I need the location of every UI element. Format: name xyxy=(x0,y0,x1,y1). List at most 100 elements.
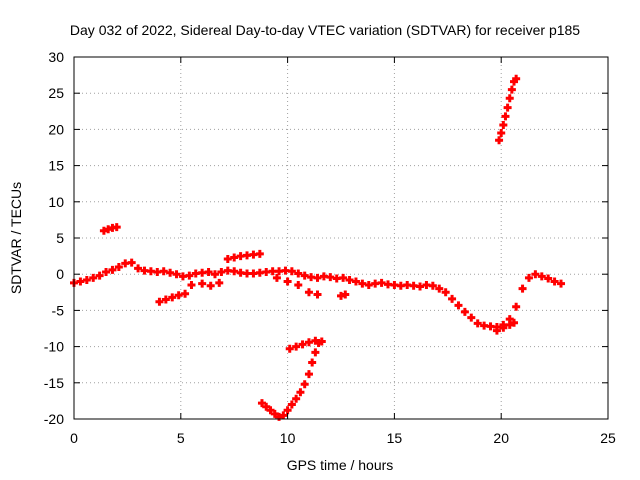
data-point xyxy=(114,262,123,271)
data-point xyxy=(294,281,303,290)
x-tick-label: 25 xyxy=(600,430,616,446)
data-point xyxy=(181,289,190,298)
y-axis-label: SDTVAR / TECUs xyxy=(8,182,24,294)
data-point xyxy=(467,313,476,322)
data-point xyxy=(454,301,463,310)
data-point xyxy=(351,277,360,286)
data-point xyxy=(168,293,177,302)
y-tick-label: 20 xyxy=(48,121,64,137)
data-point xyxy=(257,399,266,408)
data-point xyxy=(497,129,506,138)
y-tick-label: 30 xyxy=(48,49,64,65)
data-point xyxy=(505,94,514,103)
data-point xyxy=(185,271,194,280)
data-point xyxy=(172,270,181,279)
y-tick-label: 5 xyxy=(56,230,64,246)
data-point xyxy=(204,268,213,277)
data-point xyxy=(300,380,309,389)
data-point xyxy=(296,388,305,397)
data-point xyxy=(339,273,348,282)
y-tick-label: 10 xyxy=(48,194,64,210)
data-point xyxy=(272,273,281,282)
data-point xyxy=(287,267,296,276)
data-point xyxy=(557,279,566,288)
data-point xyxy=(283,277,292,286)
data-point xyxy=(155,297,164,306)
y-tick-label: -5 xyxy=(52,302,65,318)
data-point xyxy=(435,284,444,293)
y-tick-label: -20 xyxy=(44,411,64,427)
x-tick-label: 10 xyxy=(280,430,296,446)
data-point xyxy=(304,370,313,379)
data-point xyxy=(311,348,320,357)
data-point xyxy=(112,223,121,232)
x-tick-label: 20 xyxy=(493,430,509,446)
data-point xyxy=(341,290,350,299)
data-point xyxy=(95,271,104,280)
data-point xyxy=(550,277,559,286)
data-point xyxy=(102,268,111,277)
data-point xyxy=(313,290,322,299)
y-tick-label: -10 xyxy=(44,339,64,355)
data-point xyxy=(531,270,540,279)
data-point xyxy=(215,278,224,287)
data-point xyxy=(524,273,533,282)
y-tick-label: 0 xyxy=(56,266,64,282)
data-point xyxy=(501,112,510,121)
data-point xyxy=(460,307,469,316)
data-point xyxy=(187,281,196,290)
data-point xyxy=(512,74,521,83)
data-points xyxy=(70,74,566,421)
data-point xyxy=(507,85,516,94)
data-point xyxy=(505,320,514,329)
data-point xyxy=(89,273,98,282)
x-tick-label: 0 xyxy=(70,430,78,446)
data-point xyxy=(510,318,519,327)
data-point xyxy=(499,121,508,130)
data-point xyxy=(266,406,275,415)
data-point xyxy=(499,323,508,332)
data-point xyxy=(279,411,288,420)
data-point xyxy=(441,288,450,297)
data-point xyxy=(317,337,326,346)
data-point xyxy=(298,340,307,349)
data-point xyxy=(292,394,301,403)
data-point xyxy=(518,284,527,293)
data-point xyxy=(448,294,457,303)
data-point xyxy=(503,103,512,112)
y-tick-label: -15 xyxy=(44,375,64,391)
gridlines xyxy=(74,57,608,419)
y-tick-label: 15 xyxy=(48,158,64,174)
data-point xyxy=(270,409,279,418)
data-point xyxy=(262,402,271,411)
data-point xyxy=(492,326,501,335)
data-point xyxy=(308,358,317,367)
x-tick-label: 15 xyxy=(387,430,403,446)
data-point xyxy=(304,288,313,297)
data-point xyxy=(428,281,437,290)
data-point xyxy=(287,400,296,409)
data-point xyxy=(255,249,264,258)
chart-title: Day 032 of 2022, Sidereal Day-to-day VTE… xyxy=(70,22,580,38)
data-point xyxy=(512,302,521,311)
data-point xyxy=(161,295,170,304)
data-point xyxy=(108,265,117,274)
data-point xyxy=(544,274,553,283)
y-tick-label: 25 xyxy=(48,85,64,101)
data-point xyxy=(294,269,303,278)
data-point xyxy=(495,136,504,145)
data-point xyxy=(473,319,482,328)
data-point xyxy=(285,344,294,353)
data-point xyxy=(127,258,136,267)
axis-ticks: 0 5 10 15 20 25 -20 -15 -10 -5 0 5 10 15 20 25 30 xyxy=(44,49,616,446)
data-point xyxy=(283,406,292,415)
data-point xyxy=(206,281,215,290)
x-tick-label: 5 xyxy=(177,430,185,446)
data-point xyxy=(292,342,301,351)
data-point xyxy=(198,279,207,288)
x-axis-label: GPS time / hours xyxy=(287,457,394,473)
data-point xyxy=(537,272,546,281)
data-point xyxy=(82,275,91,284)
data-point xyxy=(210,270,219,279)
